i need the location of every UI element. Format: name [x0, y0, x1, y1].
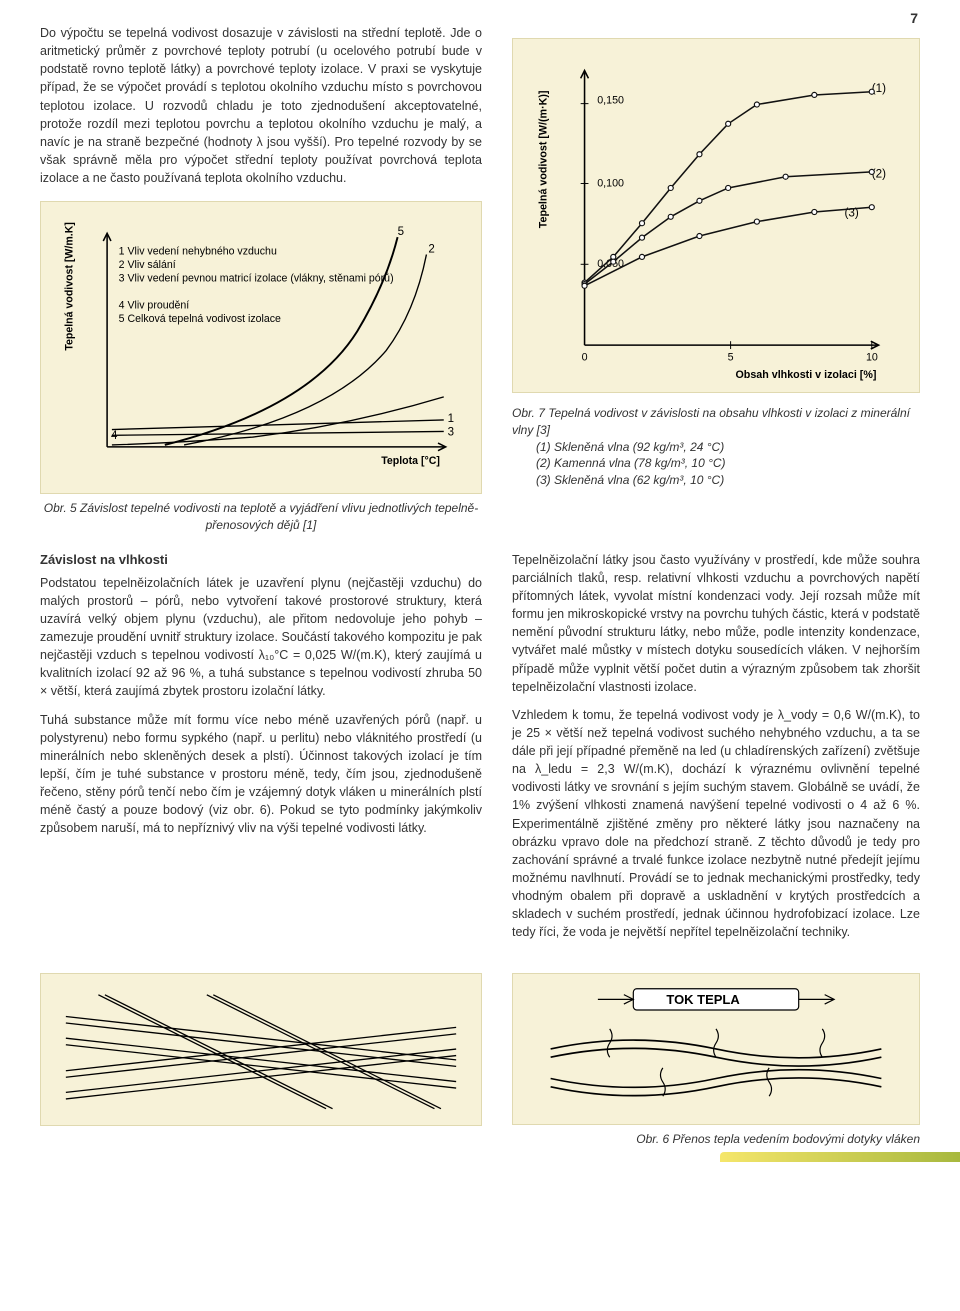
figure-6-right-svg: TOK TEPLA [527, 984, 905, 1114]
svg-text:4: 4 [111, 430, 118, 442]
svg-text:1: 1 [448, 413, 454, 425]
svg-text:Teplota [°C]: Teplota [°C] [381, 455, 440, 467]
svg-text:0: 0 [582, 352, 588, 364]
moisture-p1: Podstatou tepelněizolačních látek je uza… [40, 574, 482, 701]
figure-7-caption: Obr. 7 Tepelná vodivost v závislosti na … [512, 405, 920, 489]
figure-7: Tepelná vodivost [W/(m·K)] 0,150 0,100 0… [512, 38, 920, 393]
right-col-p2: Vzhledem k tomu, že tepelná vodivost vod… [512, 706, 920, 942]
fig5-yaxis-label: Tepelná vodivost [W/m.K] [63, 222, 75, 351]
svg-text:1 Vliv vedení nehybného vzduc: 1 Vliv vedení nehybného vzduchu [119, 246, 277, 258]
figure-5-svg: Tepelná vodivost [W/m.K] 1 Vliv vedení n… [59, 216, 463, 485]
svg-text:2: 2 [428, 244, 434, 256]
footer-accent-bar [720, 1152, 960, 1162]
svg-text:3: 3 [448, 426, 454, 438]
figure-5-caption: Obr. 5 Závislost tepelné vodivosti na te… [40, 500, 482, 532]
svg-text:0,150: 0,150 [597, 95, 624, 107]
svg-text:2 Vliv sálání: 2 Vliv sálání [119, 259, 176, 271]
svg-text:5 Celková tepelná vodivost iz: 5 Celková tepelná vodivost izolace [119, 313, 281, 325]
figure-6-left-svg [55, 984, 467, 1114]
intro-paragraph: Do výpočtu se tepelná vodivost dosazuje … [40, 24, 482, 187]
right-col-p1: Tepelněizolační látky jsou často využívá… [512, 551, 920, 696]
svg-text:Tepelná vodivost [W/(m·K)]: Tepelná vodivost [W/(m·K)] [538, 90, 550, 228]
svg-text:0,100: 0,100 [597, 177, 624, 189]
figure-7-svg: Tepelná vodivost [W/(m·K)] 0,150 0,100 0… [531, 53, 901, 384]
page-number: 7 [910, 8, 918, 28]
moisture-p2: Tuhá substance může mít formu více nebo … [40, 711, 482, 838]
section-heading-moisture: Závislost na vlhkosti [40, 551, 482, 570]
figure-5: Tepelná vodivost [W/m.K] 1 Vliv vedení n… [40, 201, 482, 494]
svg-text:TOK TEPLA: TOK TEPLA [666, 993, 740, 1008]
svg-text:10: 10 [866, 352, 878, 364]
figure-6-right: TOK TEPLA [512, 973, 920, 1125]
figure-6-caption: Obr. 6 Přenos tepla vedením bodovými dot… [512, 1131, 920, 1148]
svg-text:5: 5 [398, 226, 404, 238]
svg-text:Obsah vlhkosti v izolaci [%]: Obsah vlhkosti v izolaci [%] [735, 369, 876, 381]
svg-text:4 Vliv proudění: 4 Vliv proudění [119, 299, 190, 311]
figure-6-left [40, 973, 482, 1125]
svg-text:3 Vliv vedení pevnou matricí: 3 Vliv vedení pevnou matricí izolace (vl… [119, 273, 394, 285]
svg-text:5: 5 [728, 352, 734, 364]
